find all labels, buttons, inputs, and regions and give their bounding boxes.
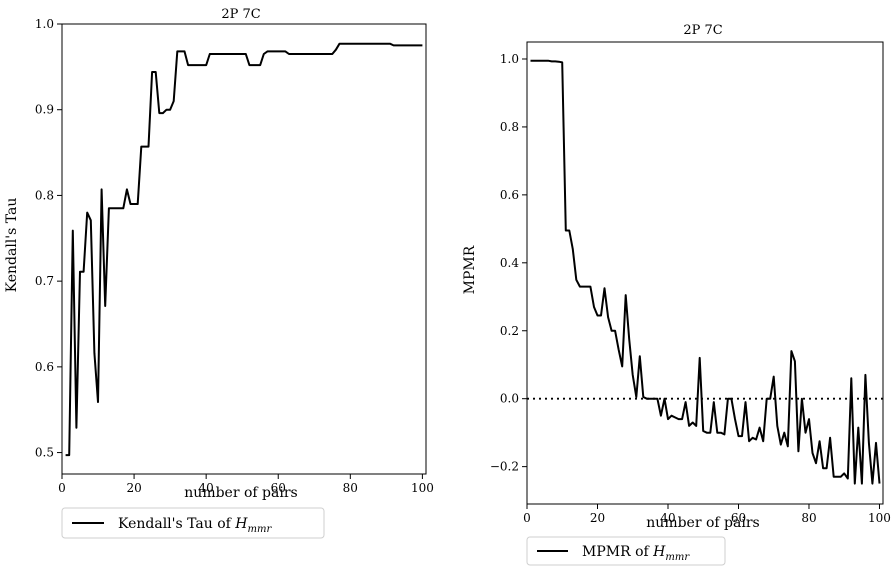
legend-label: MPMR of Hmmr — [582, 544, 690, 563]
y-tick-label: 0.5 — [35, 446, 54, 460]
y-tick-label: 0.9 — [35, 103, 54, 117]
x-axis-label: number of pairs — [646, 515, 759, 531]
x-axis-label: number of pairs — [184, 485, 297, 501]
legend-right: MPMR of Hmmr — [526, 536, 726, 566]
legend-label-text: MPMR of — [582, 544, 653, 560]
x-tick-label: 100 — [868, 511, 891, 525]
x-tick-label: 100 — [411, 481, 434, 495]
legend-box — [526, 536, 726, 566]
legend-left: Kendall's Tau of Hmmr — [61, 507, 325, 539]
series-line — [530, 59, 881, 485]
y-tick-label: 0.7 — [35, 274, 54, 288]
x-tick-label: 40 — [199, 481, 214, 495]
chart-mpmr: 2P 7C number of pairs MPMR 0 20 40 60 80 100 −… — [462, 23, 891, 531]
x-tick-label: 80 — [343, 481, 358, 495]
legend-symbol: H — [234, 516, 248, 532]
y-axis-label: MPMR — [462, 245, 478, 294]
chart-title: 2P 7C — [221, 7, 260, 22]
y-tick-label: 1.0 — [500, 52, 519, 66]
chart-title: 2P 7C — [683, 23, 722, 38]
plot-frame — [61, 23, 427, 475]
legend-label: Kendall's Tau of Hmmr — [118, 516, 272, 535]
legend-symbol-subscript: mmr — [665, 552, 690, 563]
y-axis-label: Kendall's Tau — [4, 198, 20, 293]
plot-frame — [526, 41, 884, 505]
x-tick-label: 60 — [271, 481, 286, 495]
x-tick-label: 0 — [523, 511, 531, 525]
y-tick-label: 0.8 — [500, 120, 519, 134]
y-tick-label: 0.6 — [35, 360, 54, 374]
y-tick-label: 0.0 — [500, 392, 519, 406]
y-tick-label: 1.0 — [35, 17, 54, 31]
x-tick-label: 80 — [801, 511, 816, 525]
x-tick-label: 40 — [660, 511, 675, 525]
x-tick-label: 20 — [126, 481, 141, 495]
y-tick-label: 0.8 — [35, 188, 54, 202]
x-tick-label: 20 — [590, 511, 605, 525]
y-tick-label: 0.4 — [500, 256, 519, 270]
legend-symbol-subscript: mmr — [247, 524, 272, 535]
x-tick-label: 0 — [58, 481, 66, 495]
legend-symbol: H — [652, 544, 666, 560]
series-line — [65, 42, 423, 457]
y-tick-label: 0.2 — [500, 324, 519, 338]
legend-box — [61, 507, 325, 539]
legend-label-text: Kendall's Tau of — [118, 516, 235, 532]
y-tick-label: 0.6 — [500, 188, 519, 202]
chart-kendalls-tau: 2P 7C number of pairs Kendall's Tau 0 20 4… — [4, 7, 434, 501]
x-tick-label: 60 — [731, 511, 746, 525]
y-tick-label: −0.2 — [490, 460, 519, 474]
